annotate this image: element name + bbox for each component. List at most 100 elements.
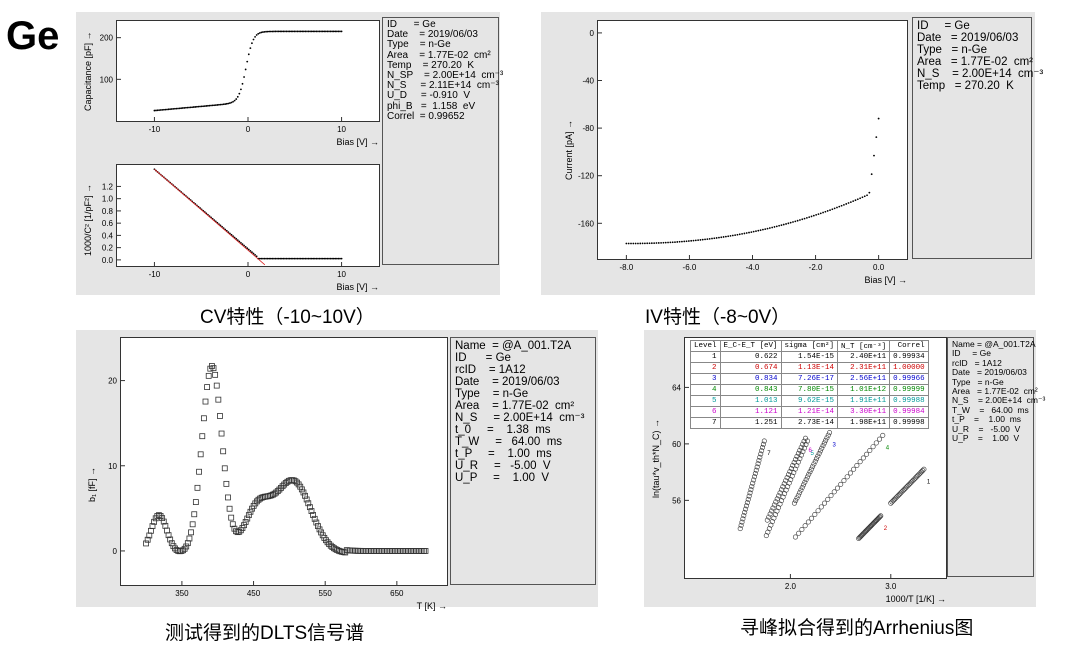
data-point: [204, 384, 211, 390]
info-row: Temp = 270.20 K: [917, 80, 1014, 92]
arrhenius-point: [767, 511, 773, 517]
table-cell: 1.54E-15: [780, 351, 839, 363]
data-point: [859, 197, 862, 200]
x-tick-label: 3.0: [885, 582, 897, 591]
arrhenius-point: [915, 473, 921, 479]
y-tick-label: 0: [113, 547, 118, 556]
data-point: [685, 240, 688, 243]
table-cell: 7: [690, 417, 721, 429]
data-point: [233, 99, 236, 102]
data-point: [417, 548, 424, 554]
arrhenius-point: [827, 430, 833, 436]
arrhenius-point: [749, 483, 755, 489]
data-point: [269, 30, 272, 33]
data-point: [258, 32, 261, 34]
data-point: [168, 540, 175, 547]
data-point: [625, 242, 628, 245]
arrhenius-point: [764, 517, 770, 523]
data-point: [153, 109, 156, 112]
data-point: [368, 548, 374, 554]
table-cell: 9.62E-15: [780, 395, 839, 407]
arrhenius-point: [814, 456, 820, 462]
data-point: [771, 226, 774, 229]
data-point: [293, 257, 296, 260]
data-point: [167, 108, 170, 111]
arrhenius-point: [811, 461, 817, 467]
data-point: [169, 108, 172, 111]
data-point: [255, 496, 262, 503]
data-point: [868, 191, 871, 194]
data-point: [217, 413, 223, 419]
data-point: [214, 104, 217, 107]
data-point: [299, 257, 302, 260]
data-point: [265, 30, 267, 33]
iv-caption: IV特性（-8~0V）: [645, 307, 791, 328]
data-point: [224, 103, 227, 105]
data-point: [266, 30, 269, 33]
y-tick-label: 60: [672, 440, 681, 449]
data-point: [280, 257, 283, 260]
data-point: [321, 30, 324, 33]
arr-level-table: Level E_C-E_T [eV] sigma [cm²] N_T [cm⁻³] Co…: [690, 340, 929, 429]
y-tick-label: 10: [108, 462, 117, 471]
info-row: Date = 2019/06/03: [917, 32, 1019, 44]
data-point: [161, 108, 164, 111]
data-point: [660, 241, 662, 244]
data-point: [630, 242, 632, 245]
data-point: [683, 240, 686, 243]
table-cell: 0.622: [719, 351, 782, 363]
table-row: 1 0.622 1.54E-15 2.40E+11 0.99934: [690, 351, 929, 363]
arrhenius-point: [896, 491, 902, 497]
data-point: [727, 235, 730, 238]
data-point: [318, 257, 321, 260]
data-point: [194, 106, 197, 108]
table-row: 5 1.013 9.62E-15 1.91E+11 0.99988: [690, 395, 929, 407]
data-point: [249, 249, 252, 252]
data-point: [310, 30, 313, 33]
y-tick-label: 200: [100, 34, 114, 43]
data-point: [202, 398, 209, 405]
table-cell: 0.99934: [889, 351, 929, 363]
data-point: [775, 225, 778, 228]
data-point: [180, 107, 183, 110]
arrhenius-point: [791, 459, 797, 465]
data-point: [829, 209, 831, 211]
arrhenius-point: [890, 498, 896, 504]
arrhenius-point: [800, 441, 806, 447]
data-point: [824, 210, 827, 213]
data-point: [411, 548, 418, 554]
data-point: [866, 194, 868, 197]
data-point: [287, 30, 290, 33]
data-point: [278, 484, 284, 491]
arrhenius-point: [825, 496, 831, 502]
data-point: [306, 257, 308, 260]
y-axis-label: Current [pA] →: [564, 119, 574, 180]
table-cell: 0.99998: [889, 417, 929, 429]
info-row: t_P = 1.00 ms: [455, 448, 552, 460]
data-point: [364, 548, 371, 554]
y-tick-label: 0.6: [102, 219, 114, 228]
arrhenius-point: [739, 519, 745, 525]
info-row: Type = n-Ge: [952, 376, 1004, 387]
x-tick-label: 10: [337, 125, 346, 134]
data-point: [160, 518, 167, 525]
data-point: [219, 103, 222, 106]
y-tick-label: 0: [590, 29, 595, 38]
data-point: [258, 257, 261, 260]
arrhenius-point: [841, 478, 847, 484]
data-point: [197, 105, 200, 108]
data-point: [178, 107, 181, 110]
x-tick-label: -10: [149, 270, 161, 279]
info-row: Area = 1.77E-02 cm²: [917, 56, 1034, 68]
arrhenius-point: [776, 493, 782, 499]
data-point: [692, 239, 695, 242]
data-point: [701, 238, 704, 241]
table-row: 6 1.121 1.21E-14 3.30E+11 0.99984: [690, 406, 929, 418]
data-point: [151, 518, 158, 525]
chart-cv: -10 0 10 100 200: [100, 30, 347, 134]
data-point: [317, 30, 319, 33]
arrhenius-point: [751, 474, 757, 480]
data-point: [854, 199, 857, 202]
data-point: [817, 213, 820, 216]
data-point: [225, 102, 228, 105]
